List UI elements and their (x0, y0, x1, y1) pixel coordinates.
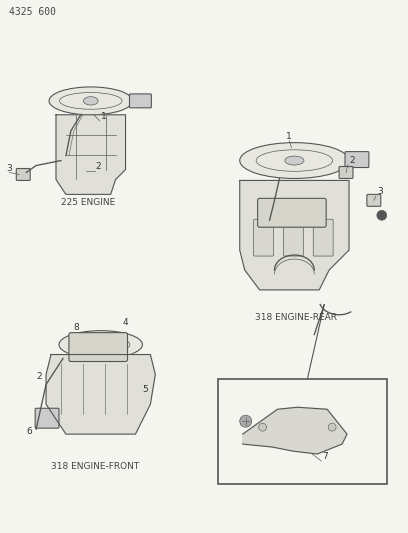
Ellipse shape (49, 87, 133, 115)
FancyBboxPatch shape (313, 219, 333, 256)
FancyBboxPatch shape (16, 168, 30, 181)
Text: 2: 2 (36, 373, 42, 382)
Polygon shape (243, 407, 347, 454)
Text: 3: 3 (377, 188, 383, 196)
Ellipse shape (240, 143, 349, 179)
FancyBboxPatch shape (257, 198, 326, 227)
Circle shape (328, 423, 336, 431)
Text: 6: 6 (26, 427, 32, 436)
Circle shape (240, 415, 252, 427)
Text: 318 ENGINE-REAR: 318 ENGINE-REAR (255, 313, 337, 322)
Text: 7: 7 (322, 452, 328, 461)
Text: 8: 8 (73, 322, 79, 332)
Text: 225 ENGINE: 225 ENGINE (61, 198, 115, 207)
Text: 1: 1 (286, 132, 292, 141)
FancyBboxPatch shape (35, 408, 59, 428)
Text: 318 ENGINE-FRONT: 318 ENGINE-FRONT (51, 462, 139, 471)
Text: 2: 2 (96, 161, 101, 171)
Text: 7: 7 (91, 397, 97, 406)
Ellipse shape (285, 156, 304, 165)
FancyBboxPatch shape (367, 195, 381, 206)
Text: 5: 5 (142, 385, 148, 394)
Text: 2: 2 (349, 156, 355, 165)
FancyBboxPatch shape (129, 94, 151, 108)
Ellipse shape (59, 330, 142, 359)
Circle shape (259, 423, 266, 431)
Text: 4: 4 (122, 318, 128, 327)
FancyBboxPatch shape (254, 219, 273, 256)
FancyBboxPatch shape (69, 333, 128, 361)
FancyBboxPatch shape (345, 151, 369, 167)
Polygon shape (56, 115, 126, 195)
Polygon shape (46, 354, 155, 434)
Circle shape (377, 211, 387, 220)
Text: 4325 600: 4325 600 (9, 7, 56, 17)
FancyBboxPatch shape (284, 219, 303, 256)
Polygon shape (240, 181, 349, 290)
Text: 1: 1 (101, 112, 106, 121)
Text: 3: 3 (7, 164, 12, 173)
FancyBboxPatch shape (339, 166, 353, 179)
Ellipse shape (84, 96, 98, 105)
Bar (218, 379, 387, 484)
